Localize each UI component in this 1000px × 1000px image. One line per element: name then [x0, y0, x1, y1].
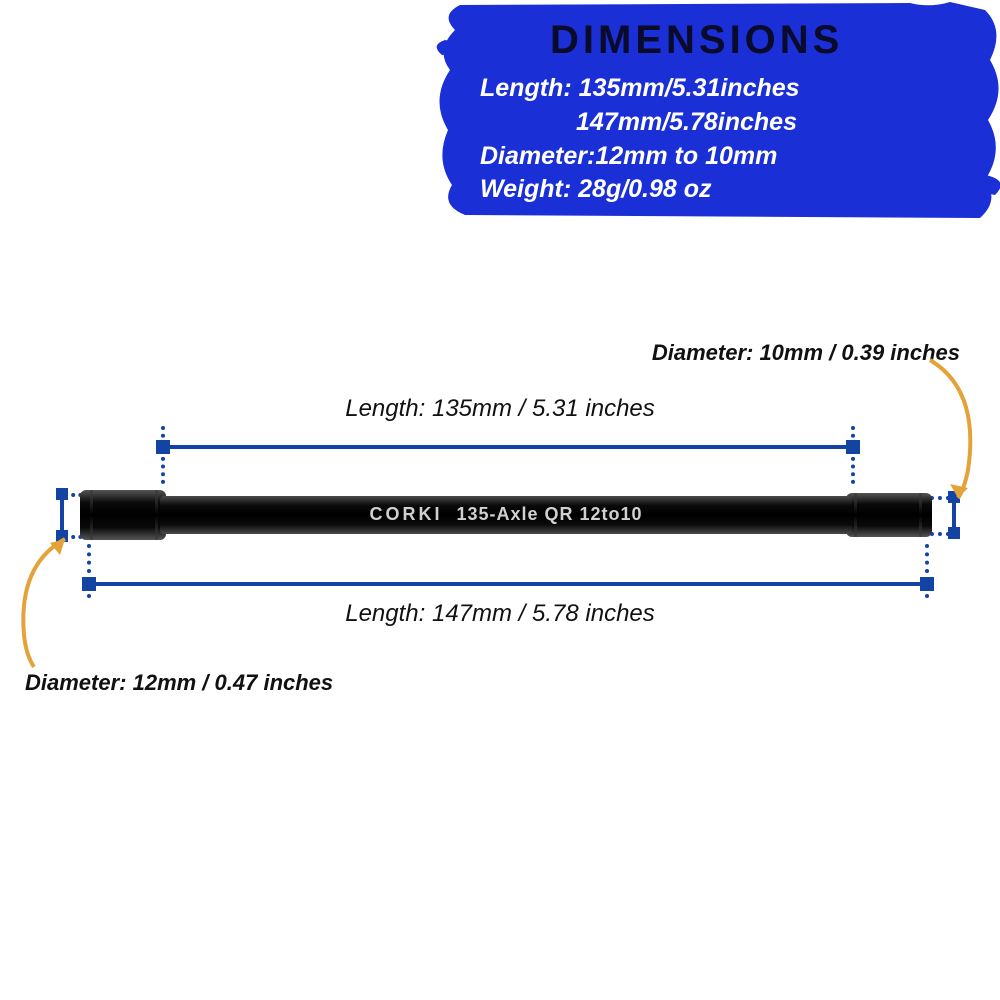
spec-length-1: Length: 135mm/5.31inches	[480, 72, 800, 106]
spec-weight: Weight: 28g/0.98 oz	[480, 173, 800, 207]
dim-extension	[161, 426, 165, 484]
axle-model: 135-Axle QR 12to10	[456, 504, 642, 524]
axle-label: CORKI 135-Axle QR 12to10	[80, 504, 932, 525]
arrow-to-diameter-large	[10, 535, 140, 685]
spec-length-2: 147mm/5.78inches	[480, 106, 800, 140]
axle-product: CORKI 135-Axle QR 12to10	[80, 490, 932, 540]
banner-specs: Length: 135mm/5.31inches 147mm/5.78inche…	[480, 72, 800, 207]
banner-title: DIMENSIONS	[550, 18, 843, 63]
dim-line-outer	[88, 582, 926, 586]
dim-line-inner	[162, 445, 852, 449]
label-inner-length: Length: 135mm / 5.31 inches	[0, 395, 1000, 423]
arrow-to-diameter-small	[860, 350, 990, 510]
dim-extension	[851, 426, 855, 484]
label-outer-length: Length: 147mm / 5.78 inches	[0, 600, 1000, 628]
axle-brand: CORKI	[369, 504, 442, 524]
dimension-diagram: Diameter: 10mm / 0.39 inches Length: 135…	[0, 340, 1000, 720]
dim-extension	[925, 544, 929, 598]
spec-diameter: Diameter:12mm to 10mm	[480, 140, 800, 174]
dimensions-banner: DIMENSIONS Length: 135mm/5.31inches 147m…	[430, 0, 1000, 220]
